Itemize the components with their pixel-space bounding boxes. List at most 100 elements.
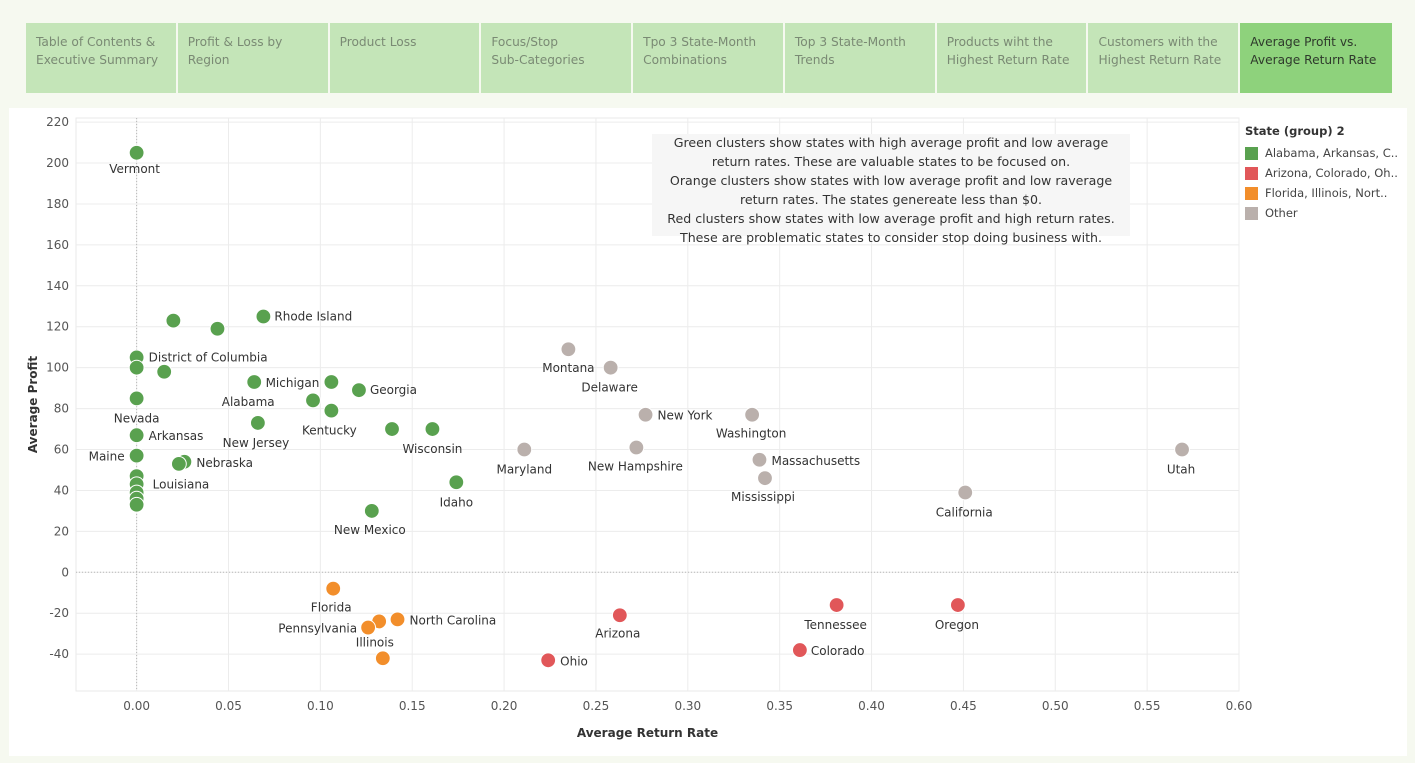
data-label: Alabama (222, 395, 275, 409)
data-label: District of Columbia (149, 350, 268, 364)
data-label: Maryland (496, 463, 552, 477)
x-tick-label: 0.10 (307, 699, 334, 713)
scatter-chart: 0.00 0.05 0.10 0.15 0.20 0.25 0.30 0.35 0.40 0.45… (26, 115, 1252, 740)
data-label: Georgia (370, 383, 417, 397)
legend-label: Alabama, Arkansas, C.. (1265, 146, 1399, 160)
tab-9[interactable]: Average Profit vs. Average Return Rate (1240, 23, 1393, 93)
data-point (751, 451, 768, 468)
data-point (828, 597, 845, 613)
tab-label: Tpo 3 State-Month Combinations (643, 35, 757, 67)
data-label: California (936, 505, 993, 519)
data-point (949, 597, 966, 613)
data-label: Kentucky (302, 424, 357, 438)
y-tick-label: 100 (46, 361, 69, 375)
data-point (128, 144, 145, 161)
data-point (611, 607, 628, 624)
legend-item[interactable]: Other (1245, 203, 1405, 223)
data-label: Florida (311, 601, 352, 615)
data-point (128, 447, 145, 464)
data-point (516, 441, 533, 458)
data-point (957, 484, 974, 501)
y-tick-label: 200 (46, 156, 69, 170)
annotation-line: Green clusters show states with high ave… (673, 135, 1109, 150)
data-point (757, 470, 773, 487)
data-point (249, 415, 266, 431)
y-tick-label: 180 (46, 197, 69, 211)
tab-1[interactable]: Table of Contents & Executive Summary (26, 23, 176, 93)
data-label: New Hampshire (588, 459, 683, 473)
tab-2[interactable]: Profit & Loss by Region (177, 23, 328, 93)
data-point (246, 374, 263, 390)
data-point (744, 406, 761, 423)
data-label: Vermont (109, 162, 160, 176)
data-point (128, 390, 145, 407)
data-label: Nevada (114, 411, 160, 425)
data-point (560, 341, 577, 358)
tab-7[interactable]: Products wiht the Highest Return Rate (936, 23, 1087, 93)
data-label: Rhode Island (274, 310, 352, 324)
y-tick-label: 0 (61, 565, 69, 579)
data-label: Utah (1167, 463, 1195, 477)
y-tick-label: 20 (54, 524, 69, 538)
tab-8[interactable]: Customers with the Highest Return Rate (1088, 23, 1239, 93)
data-point (791, 642, 808, 658)
y-tick-label: 220 (46, 115, 69, 129)
series-group: Vermont Rhode Island District of Columbia N… (89, 144, 473, 537)
tab-label: Focus/Stop Sub-Categories (491, 35, 585, 67)
legend-item[interactable]: Alabama, Arkansas, C.. (1245, 143, 1405, 163)
y-tick-label: 60 (54, 443, 69, 457)
x-tick-label: 0.05 (215, 699, 242, 713)
legend-item[interactable]: Florida, Illinois, Nort.. (1245, 183, 1405, 203)
data-point (360, 619, 377, 636)
data-label: Pennsylvania (278, 622, 357, 636)
tab-4[interactable]: Focus/Stop Sub-Categories (481, 23, 632, 93)
tab-label: Profit & Loss by Region (187, 35, 283, 67)
data-label: Mississippi (731, 490, 795, 504)
data-label: Arkansas (149, 429, 204, 443)
annotation-line: These are problematic states to consider… (680, 229, 1102, 245)
x-tick-label: 0.30 (674, 699, 701, 713)
data-label: Louisiana (153, 477, 210, 491)
dashboard-tab-bar: Table of Contents & Executive Summary Pro… (26, 23, 1393, 93)
y-tick-label: 120 (46, 320, 69, 334)
data-point (374, 650, 391, 667)
data-point (128, 496, 145, 513)
data-point (1174, 441, 1190, 458)
tab-6[interactable]: Top 3 State-Month Trends (784, 23, 935, 93)
legend-swatch (1245, 166, 1258, 180)
tab-label: Average Profit vs. Average Return Rate (1250, 35, 1377, 67)
tab-3[interactable]: Product Loss (329, 23, 480, 93)
y-tick-label: -20 (49, 606, 69, 620)
data-label: North Carolina (410, 613, 497, 627)
x-tick-label: 0.50 (1042, 699, 1069, 713)
data-label: Illinois (356, 635, 394, 649)
data-point (170, 455, 187, 472)
data-point (540, 652, 557, 669)
y-tick-label: 40 (54, 483, 69, 497)
color-legend: State (group) 2 Alabama, Arkansas, C.. A… (1245, 124, 1405, 223)
data-label: Nebraska (196, 456, 253, 470)
data-point (323, 402, 340, 419)
tab-label: Top 3 State-Month Trends (794, 35, 906, 67)
data-label: Maine (89, 450, 125, 464)
legend-label: Arizona, Colorado, Oh.. (1265, 166, 1398, 180)
legend-item[interactable]: Arizona, Colorado, Oh.. (1245, 163, 1405, 183)
data-point (156, 363, 173, 380)
data-point (602, 359, 619, 376)
data-point (384, 421, 400, 437)
y-tick-label: 80 (54, 402, 69, 416)
x-tick-label: 0.35 (766, 699, 793, 713)
tab-5[interactable]: Tpo 3 State-Month Combinations (633, 23, 783, 93)
legend-label: Other (1265, 206, 1298, 220)
data-point (165, 312, 182, 329)
data-label: New Mexico (334, 523, 406, 537)
x-tick-label: 0.15 (399, 699, 426, 713)
tab-label: Table of Contents & Executive Summary (36, 35, 159, 67)
data-point (209, 320, 226, 337)
legend-title: State (group) 2 (1245, 124, 1345, 138)
x-tick-label: 0.45 (950, 699, 977, 713)
legend-swatch (1245, 186, 1258, 200)
data-label: New York (658, 409, 713, 423)
data-label: Delaware (581, 381, 638, 395)
